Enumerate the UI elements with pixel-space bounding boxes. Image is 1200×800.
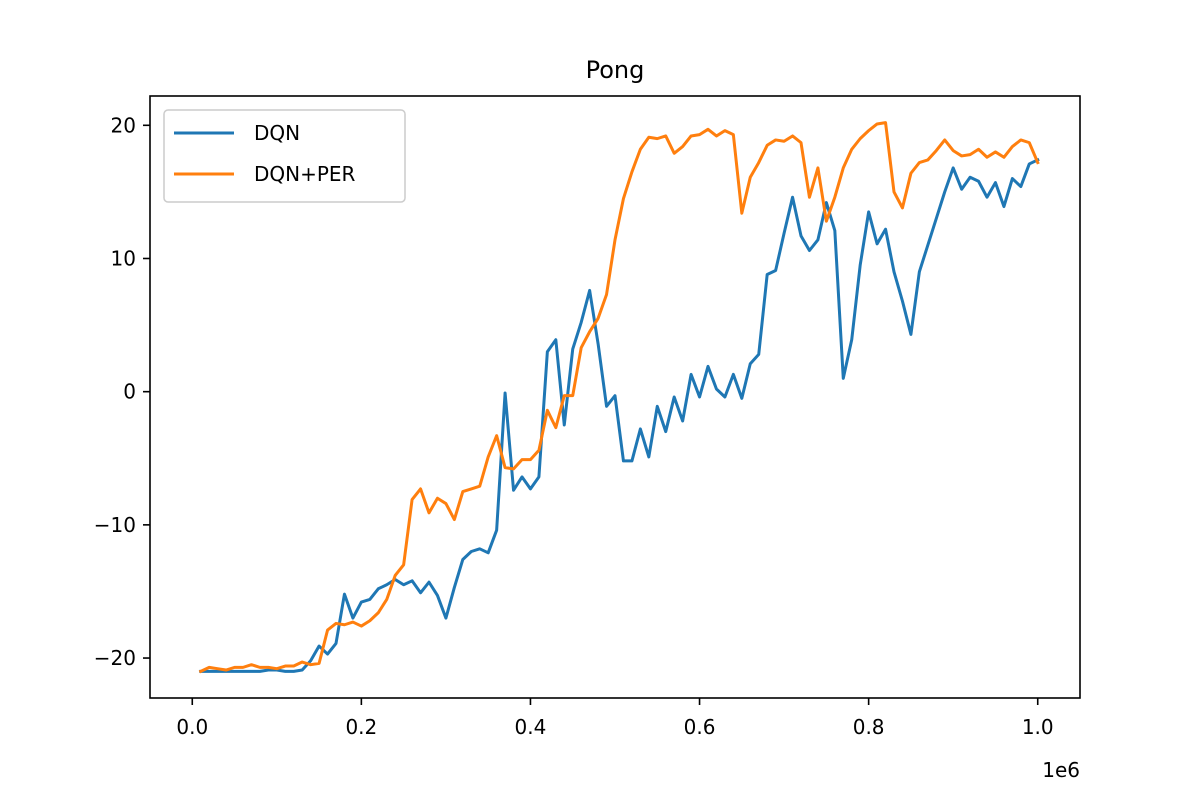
series-line-dqn xyxy=(199,157,1040,673)
y-tick-label: 10 xyxy=(111,246,136,270)
x-tick-label: 0.0 xyxy=(176,715,208,739)
x-axis: 0.0 0.2 0.4 0.6 0.8 1.0 xyxy=(176,698,1054,739)
y-tick-label: 0 xyxy=(123,380,136,404)
x-tick-label: 0.8 xyxy=(853,715,885,739)
x-tick-label: 0.6 xyxy=(684,715,716,739)
chart-title: Pong xyxy=(586,56,645,84)
legend: DQN DQN+PER xyxy=(163,109,406,203)
series-line-dqn-per xyxy=(198,121,1040,674)
x-tick-label: 0.4 xyxy=(515,715,547,739)
x-offset-label: 1e6 xyxy=(1042,758,1080,782)
y-axis: −20 −10 0 10 20 xyxy=(94,113,150,670)
y-tick-label: 20 xyxy=(111,113,136,137)
axes-frame xyxy=(149,95,1081,699)
y-tick-label: −10 xyxy=(94,513,136,537)
y-tick-label: −20 xyxy=(94,646,136,670)
x-tick-label: 1.0 xyxy=(1022,715,1054,739)
plot-area xyxy=(149,95,1081,699)
legend-label-dqn: DQN xyxy=(254,121,300,145)
x-tick-label: 0.2 xyxy=(345,715,377,739)
legend-label-dqn-per: DQN+PER xyxy=(254,162,356,186)
series-layer xyxy=(198,121,1040,674)
